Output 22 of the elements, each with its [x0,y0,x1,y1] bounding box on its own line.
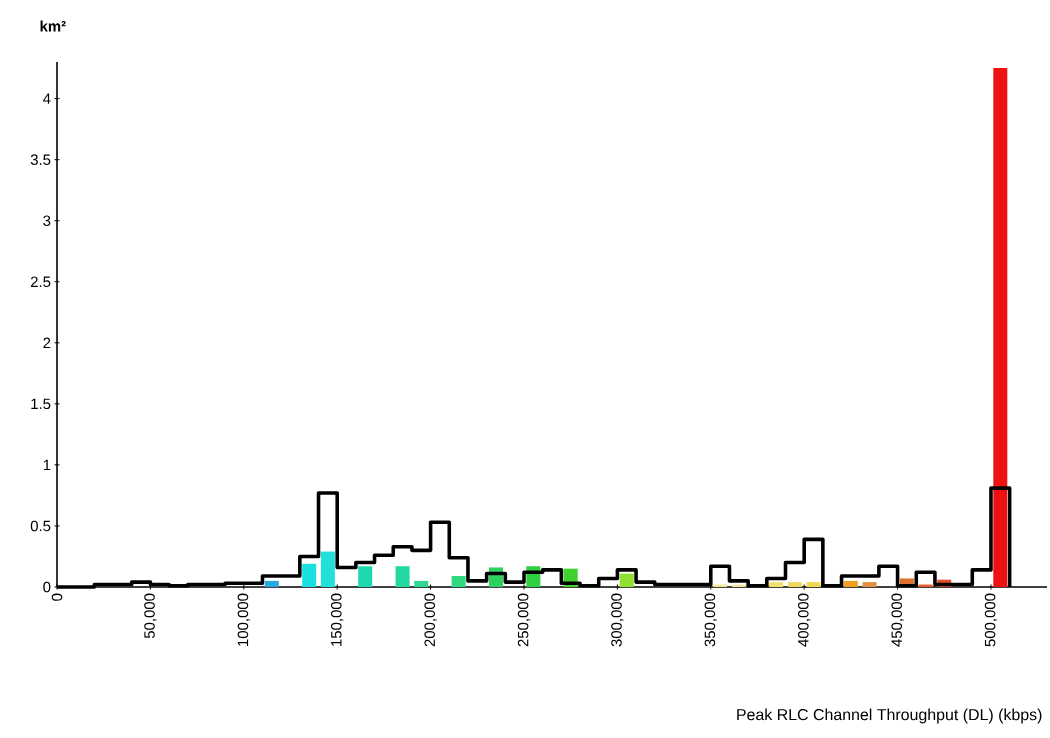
x-tick-label: 500,000 [984,593,998,647]
x-tick-label: 300,000 [611,593,624,647]
x-axis-title: Peak RLC Channel Throughput (DL) (kbps) [737,708,1042,724]
y-tick-label: 1 [43,459,51,471]
y-tick-label: 2 [43,337,51,349]
x-tick-label: 350,000 [704,593,717,647]
y-tick-label: 0.5 [30,520,51,532]
y-tick-label: 3.5 [30,154,51,165]
y-tick-label: 1.5 [31,398,51,410]
x-tick-label: 100,000 [237,593,250,646]
x-tick-label: 150,000 [331,593,344,646]
y-tick-label: 3 [43,215,51,226]
y-tick-label: 0 [43,581,51,593]
x-tick-label: 200,000 [424,593,437,647]
x-tick-label: 250,000 [517,593,531,647]
x-tick-label: 50,000 [144,593,157,639]
y-tick-label: 2.5 [30,276,51,288]
x-tick-label: 0 [51,593,63,601]
x-tick-label: 450,000 [891,593,904,647]
x-tick-label: 400,000 [798,593,811,647]
y-axis-title: km² [40,20,66,32]
y-tick-label: 4 [43,93,51,104]
